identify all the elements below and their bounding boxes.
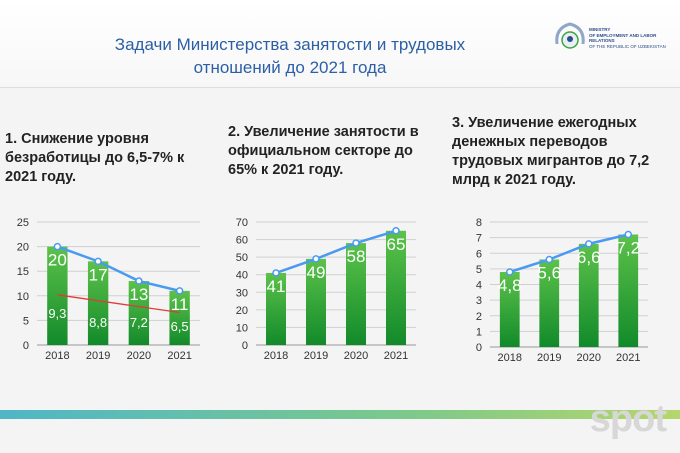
secondary-data-label: 6,5: [171, 319, 189, 334]
bar: [499, 272, 520, 347]
y-tick-label: 7: [476, 233, 482, 245]
heading-1: 1. Снижение уровня безработицы до 6,5-7%…: [5, 131, 185, 185]
line-point: [352, 239, 360, 247]
series-line: [275, 229, 397, 275]
y-tick-label: 20: [17, 242, 29, 254]
y-tick-label: 70: [236, 217, 248, 229]
series-line: [509, 233, 629, 274]
x-tick-label: 2019: [304, 350, 328, 362]
bar: [47, 246, 68, 345]
x-tick-label: 2019: [86, 350, 110, 362]
heading-3: 3. Увеличение ежегодных денежных перевод…: [452, 115, 650, 188]
data-label: 4,8: [498, 276, 522, 295]
y-tick-label: 8: [476, 217, 482, 229]
y-tick-label: 25: [17, 217, 29, 229]
line-point: [53, 242, 62, 251]
data-label: 49: [307, 263, 326, 282]
data-label: 17: [89, 265, 108, 284]
title-line-2: отношений до 2021 года: [193, 58, 387, 77]
line-point: [94, 257, 102, 266]
y-tick-label: 40: [236, 270, 248, 282]
data-label: 58: [347, 247, 366, 266]
secondary-data-label: 8,8: [89, 315, 107, 330]
chart-1: 0 5 10 15 20 25 2018 2019 2020 2021 20 17 13 11 9,3 8,8…: [17, 217, 200, 362]
x-tick-label: 2021: [384, 350, 408, 362]
y-tick-label: 60: [236, 235, 248, 247]
y-tick-label: 1: [476, 326, 482, 338]
slide-header: Задачи Министерства занятости и трудовых…: [0, 0, 680, 88]
logo-line: OF EMPLOYMENT AND LABOR RELATIONS: [589, 32, 657, 44]
y-tick-label: 0: [23, 340, 29, 352]
y-tick-label: 5: [476, 264, 482, 276]
y-tick-label: 3: [476, 295, 482, 307]
y-tick-label: 0: [476, 342, 482, 354]
watermark: spot: [589, 398, 667, 440]
ministry-logo: MINISTRY OF EMPLOYMENT AND LABOR RELATIO…: [553, 18, 673, 66]
y-tick-label: 30: [236, 287, 248, 299]
logo-line: OF THE REPUBLIC OF UZBEKISTAN: [589, 43, 666, 49]
y-tick-label: 5: [23, 315, 29, 327]
chart-3: 0 1 2 3 4 5 6 7 8 2018 2019 2020 2021 4,8 5,6 6,6 7,2: [476, 217, 648, 364]
y-tick-label: 0: [242, 340, 248, 352]
data-label: 7,2: [616, 239, 640, 258]
y-tick-label: 50: [236, 252, 248, 264]
line-point: [312, 255, 320, 263]
bar: [386, 230, 406, 345]
line-point: [175, 287, 184, 295]
x-tick-label: 2020: [577, 352, 601, 364]
x-tick-label: 2019: [537, 352, 561, 364]
emblem-icon: [555, 22, 585, 49]
bar: [266, 272, 286, 345]
y-tick-label: 10: [236, 322, 248, 334]
series-line: [56, 245, 180, 293]
x-tick-label: 2018: [264, 350, 288, 362]
secondary-data-label: 7,2: [130, 315, 148, 330]
y-tick-label: 2: [476, 311, 482, 323]
x-tick-label: 2020: [127, 350, 151, 362]
data-label: 11: [171, 295, 189, 314]
bar: [618, 234, 639, 347]
y-tick-label: 4: [476, 280, 482, 292]
bar: [128, 281, 150, 345]
data-label: 13: [129, 285, 148, 304]
bottom-stripe: [0, 410, 680, 419]
line-point: [392, 227, 400, 235]
bar: [169, 290, 190, 345]
data-label: 20: [48, 251, 67, 270]
data-label: 6,6: [577, 248, 601, 267]
heading-2: 2. Увеличение занятости в официальном се…: [228, 124, 419, 178]
x-tick-label: 2018: [498, 352, 522, 364]
data-label: 5,6: [537, 264, 561, 283]
line-point: [506, 268, 514, 276]
x-tick-label: 2021: [167, 350, 191, 362]
chart-2: 0 10 20 30 40 50 60 70 2018 2019 2020 2021 41 49 58 65: [236, 217, 416, 362]
data-label: 65: [387, 235, 406, 254]
y-tick-label: 20: [236, 305, 248, 317]
y-tick-label: 10: [17, 291, 29, 303]
y-tick-label: 6: [476, 248, 482, 260]
x-tick-label: 2020: [344, 350, 368, 362]
bar: [539, 259, 560, 347]
line-point: [135, 277, 143, 285]
logo-line: MINISTRY: [589, 27, 611, 32]
bar: [87, 261, 109, 345]
line-point: [272, 269, 280, 277]
bar: [346, 243, 366, 345]
title-line-1: Задачи Министерства занятости и трудовых: [114, 35, 466, 54]
bar: [578, 243, 599, 347]
slide-title: Задачи Министерства занятости и трудовых…: [60, 33, 520, 79]
line-point: [545, 255, 553, 264]
data-label: 41: [267, 277, 286, 296]
line-point: [624, 230, 632, 239]
bar: [306, 258, 326, 345]
secondary-data-label: 9,3: [48, 306, 66, 321]
y-tick-label: 15: [17, 266, 29, 278]
line-point: [585, 240, 593, 248]
x-tick-label: 2018: [45, 350, 69, 362]
x-tick-label: 2021: [616, 352, 640, 364]
trend-line: [57, 294, 180, 314]
